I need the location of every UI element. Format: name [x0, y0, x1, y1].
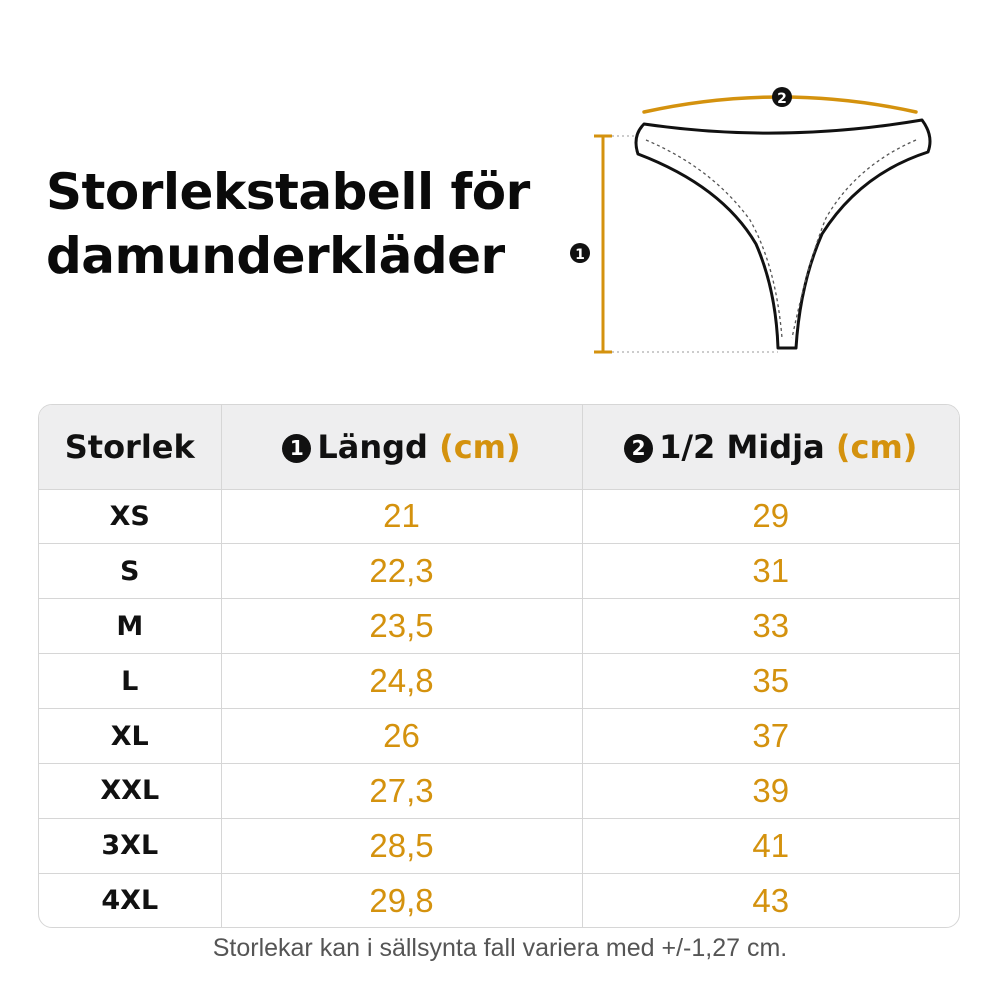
underwear-outline — [634, 118, 932, 350]
underwear-measurement-diagram: 2 1 — [570, 87, 932, 354]
size-cell: XL — [39, 708, 222, 764]
title-line-1: Storlekstabell för — [46, 163, 530, 221]
waist-marker-number: 2 — [777, 91, 787, 107]
header-size: Storlek — [39, 405, 222, 490]
waist-cell: 41 — [582, 818, 959, 874]
table-row: L 24,8 35 — [39, 653, 959, 710]
length-number-icon: 1 — [282, 433, 312, 463]
header-waist-label: 1/2 Midja — [659, 427, 825, 466]
waist-cell: 29 — [582, 489, 959, 545]
length-marker-badge — [570, 243, 590, 263]
table-row: XS 21 29 — [39, 489, 959, 545]
table-row: XXL 27,3 39 — [39, 763, 959, 819]
size-cell: S — [39, 543, 222, 600]
header-length-label: Längd — [317, 427, 428, 466]
header-length-unit: (cm) — [439, 427, 521, 466]
length-marker-number: 1 — [575, 247, 585, 263]
waist-cell: 35 — [582, 653, 959, 710]
table-row: 4XL 29,8 43 — [39, 873, 959, 927]
length-cell: 29,8 — [221, 873, 583, 927]
underwear-stitching — [645, 139, 917, 339]
length-cell: 27,3 — [221, 763, 583, 819]
length-cell: 26 — [221, 708, 583, 764]
waist-cell: 43 — [752, 881, 790, 919]
header-waist-unit: (cm) — [835, 427, 918, 466]
header-length: 1 Längd (cm) — [221, 405, 583, 490]
table-header-row: Storlek 1 Längd (cm) 2 1/2 Midja (cm) — [39, 405, 959, 490]
waist-cell: 33 — [582, 598, 959, 655]
waist-cell: 37 — [582, 708, 959, 764]
waist-cell: 31 — [582, 543, 959, 600]
table-row: 3XL 28,5 41 — [39, 818, 959, 874]
size-table: Storlek 1 Längd (cm) 2 1/2 Midja (cm) XS 21… — [38, 404, 960, 928]
length-cell: 28,5 — [221, 818, 583, 874]
size-cell: M — [39, 598, 222, 655]
waist-marker-badge — [772, 87, 792, 107]
footnote: Storlekar kan i sällsynta fall variera m… — [212, 934, 788, 962]
length-cell: 21 — [221, 489, 583, 545]
length-cell: 23,5 — [221, 598, 583, 655]
table-row: S 22,3 31 — [39, 543, 959, 600]
size-cell: 3XL — [39, 818, 222, 874]
waist-number-icon: 2 — [624, 433, 654, 463]
length-cell: 24,8 — [221, 653, 583, 710]
table-row: M 23,5 33 — [39, 598, 959, 655]
size-cell: 4XL — [39, 873, 222, 927]
size-cell: XS — [39, 489, 222, 545]
size-cell: XXL — [39, 763, 222, 819]
page-title: Storlekstabell för damunderkläder — [46, 160, 530, 288]
waist-cell: 39 — [582, 763, 959, 819]
length-cell: 22,3 — [221, 543, 583, 600]
table-row: XL 26 37 — [39, 708, 959, 764]
header-waist: 2 1/2 Midja (cm) — [582, 405, 959, 490]
size-cell: L — [39, 653, 222, 710]
title-line-2: damunderkläder — [46, 227, 505, 285]
